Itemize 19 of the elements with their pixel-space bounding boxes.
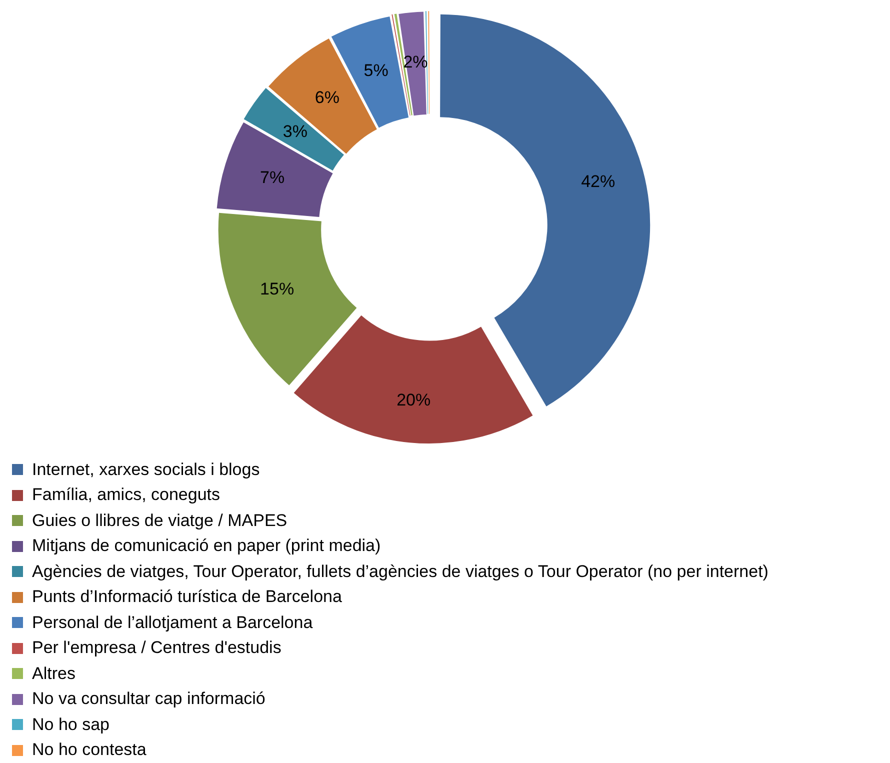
data-label: 15% [260, 279, 294, 298]
data-label: 20% [396, 390, 431, 410]
legend-label: Mitjans de comunicació en paper (print media) [32, 536, 381, 556]
data-label: 7% [260, 168, 285, 188]
legend-label: Família, amics, coneguts [32, 485, 220, 506]
legend-label: Internet, xarxes socials i blogs [32, 460, 260, 480]
legend-label: Per l'empresa / Centres d'estudis [32, 638, 282, 658]
legend-label: No ho contesta [32, 740, 146, 760]
legend-label: Altres [32, 664, 76, 684]
data-label: 6% [314, 88, 340, 107]
data-label: 5% [364, 61, 388, 80]
legend-label: No ho sap [32, 714, 110, 735]
data-label: 42% [581, 172, 616, 191]
legend-label: Guies o llibres de viatge / MAPES [32, 510, 288, 531]
legend-label: Punts d’Informació turística de Barcelona [32, 587, 342, 608]
data-label: 3% [282, 122, 308, 141]
legend-label: No va consultar cap informació [32, 689, 266, 710]
legend-label: Agències de viatges, Tour Operator, fullets d’agències de viatges o Tour Operator (no per internet) [32, 562, 768, 582]
legend-label: Personal de l’allotjament a Barcelona [32, 612, 313, 633]
